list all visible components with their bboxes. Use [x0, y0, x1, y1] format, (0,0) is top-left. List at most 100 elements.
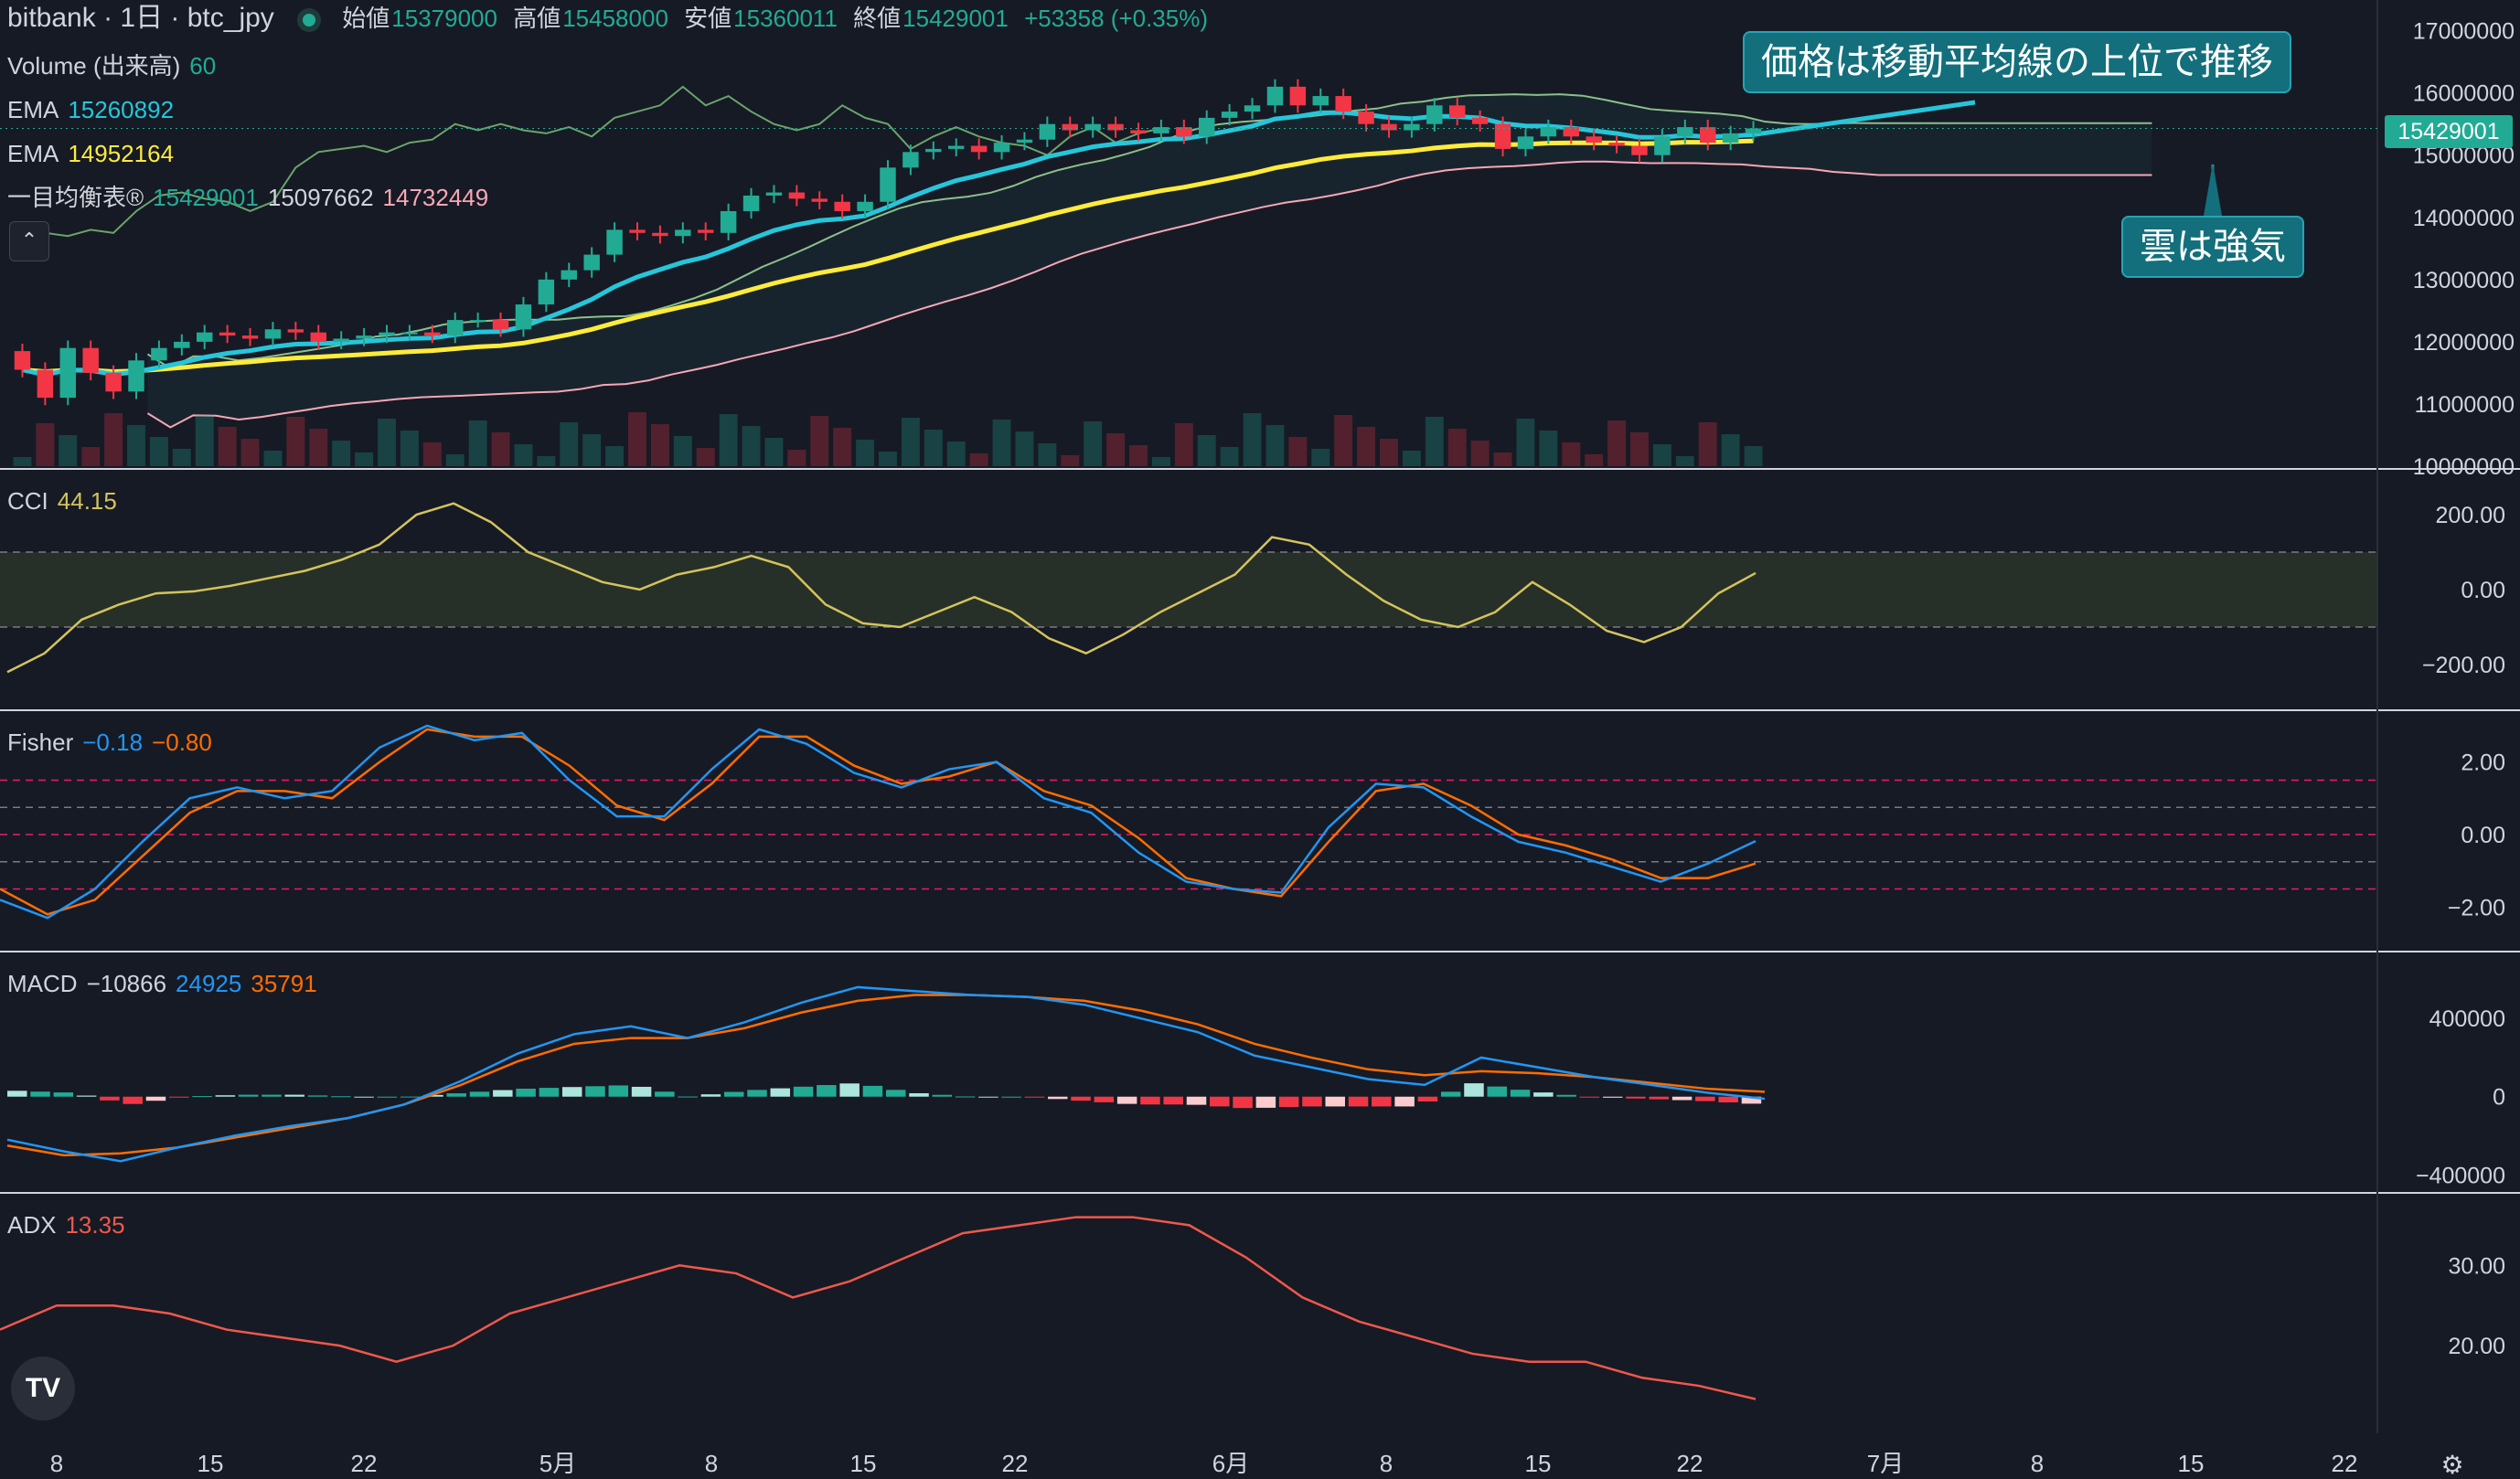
candle-body	[1404, 123, 1420, 131]
x-axis-tick-label: 5月	[539, 1450, 576, 1477]
macd-histogram-bar	[331, 1096, 351, 1098]
price-axis-tick-label: 14000000	[2413, 206, 2515, 231]
macd-histogram-bar	[978, 1096, 998, 1098]
macd-histogram-bar	[1302, 1096, 1322, 1107]
candle-body	[1153, 127, 1169, 133]
volume-bar	[378, 419, 396, 466]
macd-histogram-bar	[1741, 1096, 1762, 1104]
candle-body	[742, 195, 760, 211]
volume-bar	[1539, 431, 1558, 466]
collapse-legend-button[interactable]: ⌃	[9, 221, 49, 261]
macd-histogram-bar	[1579, 1096, 1600, 1098]
trend-annotation[interactable]: 価格は移動平均線の上位で推移	[1743, 31, 2291, 93]
candle-body	[925, 148, 942, 153]
macd-histogram-bar	[516, 1088, 536, 1097]
volume-bar	[468, 420, 487, 466]
candle-body	[82, 347, 99, 373]
open-label: 始値	[342, 5, 390, 32]
volume-bar	[1470, 441, 1490, 466]
macd-histogram-bar	[1348, 1096, 1369, 1107]
volume-bar	[856, 440, 875, 466]
ema2-legend[interactable]: EMA 14952164	[7, 139, 183, 168]
volume-bar	[218, 427, 237, 466]
macd-value-1: −10866	[86, 970, 167, 997]
candle-body	[1631, 145, 1648, 155]
macd-histogram-bar	[1071, 1096, 1091, 1101]
macd-histogram-bar	[817, 1085, 837, 1097]
volume-bar	[445, 454, 464, 466]
settings-gear-icon: ⚙	[2440, 1451, 2463, 1479]
volume-bar	[1380, 439, 1398, 466]
macd-histogram-bar	[76, 1095, 97, 1097]
candle-body	[1700, 127, 1716, 144]
candle-body	[788, 192, 806, 199]
macd-histogram-bar	[1255, 1096, 1276, 1108]
volume-legend[interactable]: Volume (出来高) 60	[7, 51, 225, 80]
volume-bar	[1493, 452, 1512, 466]
volume-bar	[355, 452, 374, 466]
volume-bar	[833, 428, 852, 466]
macd-histogram-bar	[1487, 1086, 1508, 1097]
candle-body	[469, 320, 486, 323]
volume-bar	[1721, 434, 1740, 466]
macd-histogram-bar	[1024, 1096, 1045, 1098]
candle-body	[880, 167, 896, 202]
candle-body	[606, 229, 623, 255]
candle-body	[538, 279, 555, 305]
macd-histogram-bar	[1510, 1090, 1531, 1097]
macd-histogram-bar	[1001, 1096, 1021, 1098]
volume-bar	[764, 438, 784, 466]
macd-histogram-bar	[862, 1085, 883, 1097]
candle-body	[1654, 136, 1671, 155]
macd-histogram-bar	[377, 1096, 398, 1098]
candle-body	[264, 329, 282, 339]
indicator-axis-tick-label: −200.00	[2422, 653, 2505, 678]
indicator-axis-tick-label: 200.00	[2436, 503, 2505, 528]
x-axis-tick-label: 15	[850, 1450, 877, 1477]
trend-arrow-line	[1753, 100, 1976, 137]
volume-bar	[514, 444, 533, 466]
candle-body	[1563, 127, 1579, 137]
candle-body	[811, 198, 828, 202]
candle-body	[197, 332, 213, 342]
macd-histogram-bar	[1671, 1096, 1692, 1101]
macd-histogram-bar	[839, 1083, 860, 1097]
ichimoku-span-b	[146, 160, 2152, 429]
volume-bar	[127, 425, 145, 466]
candle-body	[1677, 127, 1693, 137]
fisher-legend[interactable]: Fisher −0.18 −0.80	[7, 728, 221, 757]
candle-body	[1221, 112, 1238, 118]
candle-body	[128, 360, 144, 392]
macd-line	[6, 985, 1766, 1163]
cci-line	[6, 502, 1757, 674]
ema1-legend[interactable]: EMA 15260892	[7, 95, 183, 124]
adx-value: 13.35	[65, 1211, 125, 1239]
candle-body	[1517, 136, 1534, 149]
macd-histogram-bar	[1394, 1096, 1415, 1107]
cci-legend[interactable]: CCI 44.15	[7, 486, 126, 516]
volume-bar	[263, 451, 283, 466]
ema1-value: 15260892	[68, 96, 175, 123]
candle-body	[1039, 123, 1056, 140]
ema1-label: EMA	[7, 96, 59, 123]
macd-histogram-bar	[655, 1091, 675, 1097]
volume-bar	[1562, 442, 1581, 466]
volume-bar	[742, 426, 761, 466]
candle-body	[948, 145, 965, 149]
macd-histogram-bar	[469, 1091, 490, 1097]
macd-histogram-bar	[30, 1091, 50, 1097]
volume-bar	[1061, 455, 1080, 466]
candle-body	[765, 192, 783, 196]
macd-histogram-bar	[169, 1096, 189, 1098]
adx-legend[interactable]: ADX 13.35	[7, 1210, 134, 1240]
macd-histogram-bar	[1417, 1096, 1438, 1101]
cloud-annotation[interactable]: 雲は強気	[2121, 216, 2304, 278]
macd-legend[interactable]: MACD −10866 24925 35791	[7, 969, 326, 998]
tradingview-logo-icon[interactable]: TV	[11, 1357, 75, 1420]
macd-histogram-bar	[1140, 1096, 1160, 1105]
symbol-title[interactable]: bitbank · 1日 · btc_jpy	[7, 3, 274, 33]
macd-histogram-bar	[561, 1087, 582, 1097]
ichimoku-legend[interactable]: 一目均衡表® 15429001 15097662 14732449	[7, 183, 497, 212]
volume-bar	[719, 414, 738, 466]
